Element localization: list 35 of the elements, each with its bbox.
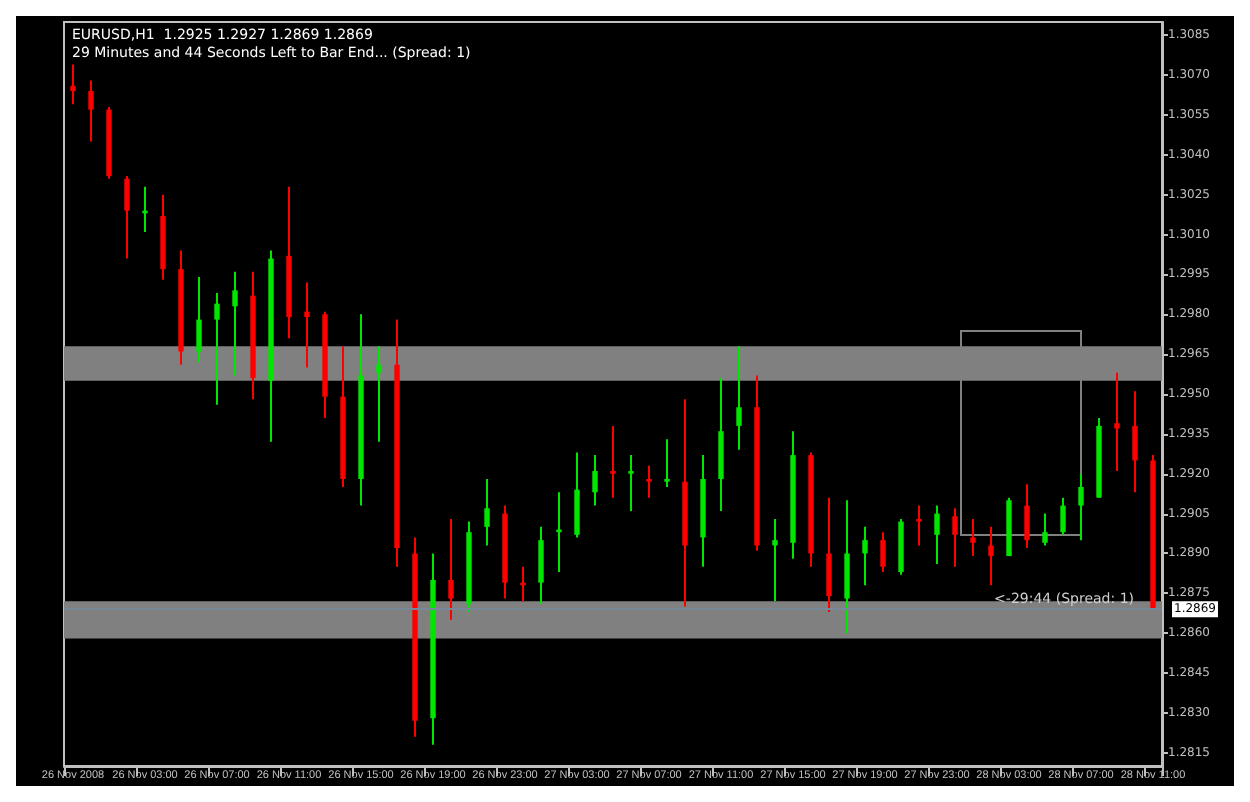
candlestick bbox=[1024, 483, 1030, 550]
candlestick bbox=[214, 292, 220, 406]
candlestick bbox=[880, 531, 886, 574]
candlestick bbox=[1060, 496, 1066, 536]
candlestick bbox=[664, 438, 670, 488]
candlestick bbox=[70, 63, 76, 106]
candlestick bbox=[718, 377, 724, 512]
candlestick bbox=[592, 454, 598, 507]
candlestick bbox=[1114, 371, 1120, 473]
candlestick bbox=[1042, 512, 1048, 547]
candlestick bbox=[826, 496, 832, 613]
candlestick bbox=[304, 281, 310, 369]
candlestick bbox=[1132, 390, 1138, 494]
candlestick bbox=[538, 525, 544, 605]
candlestick bbox=[574, 451, 580, 539]
candlestick bbox=[376, 345, 382, 443]
candlestick bbox=[862, 525, 868, 587]
candlestick bbox=[628, 454, 634, 512]
candlestick bbox=[934, 504, 940, 566]
candlestick bbox=[232, 270, 238, 377]
candlestick bbox=[88, 79, 94, 143]
candlestick bbox=[196, 276, 202, 364]
candlestick bbox=[988, 525, 994, 587]
candlestick bbox=[736, 345, 742, 451]
candlestick bbox=[844, 499, 850, 635]
candlestick bbox=[646, 464, 652, 499]
candlestick bbox=[448, 517, 454, 621]
candlestick bbox=[952, 507, 958, 568]
candlestick bbox=[610, 424, 616, 499]
candlestick bbox=[970, 517, 976, 558]
candlestick bbox=[772, 517, 778, 603]
candlestick bbox=[124, 175, 130, 260]
candlestick bbox=[916, 504, 922, 547]
candlestick bbox=[1078, 472, 1084, 542]
candlestick bbox=[484, 478, 490, 547]
